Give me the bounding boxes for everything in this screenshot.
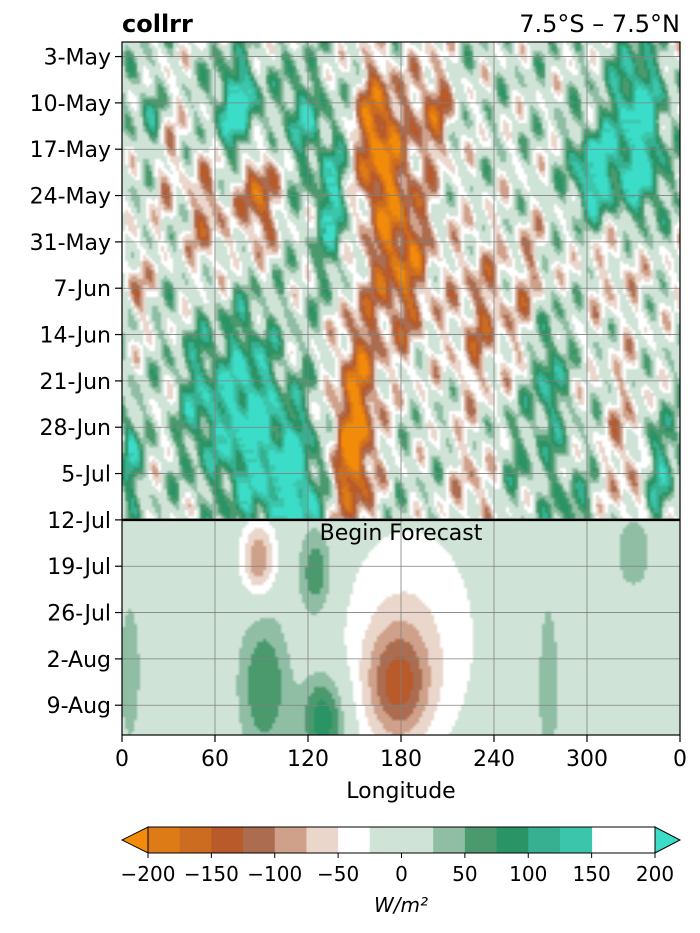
colorbar-tick-label: −200: [121, 862, 176, 886]
colorbar-extend-low: [120, 826, 149, 854]
y-tick-label: 14-Jun: [39, 324, 111, 349]
title-left: collrr: [122, 10, 193, 38]
y-tick-label: 5-Jul: [61, 463, 111, 488]
colorbar-label: W/m²: [374, 893, 428, 917]
colorbar-tick-label: 100: [509, 862, 547, 886]
y-axis: 3-May 10-May 17-May 24-May 31-May 7-Jun 14-Jun…: [30, 46, 122, 719]
y-tick-label: 19-Jul: [47, 555, 111, 580]
y-tick-label: 10-May: [30, 92, 111, 117]
colorbar-segment: [559, 827, 593, 853]
x-tick-label: 300: [566, 747, 608, 772]
colorbar-tick-label: 50: [452, 862, 477, 886]
colorbar-extend-high: [654, 826, 682, 854]
colorbar-segment: [496, 827, 529, 853]
y-tick-label: 21-Jun: [39, 370, 111, 395]
colorbar-ticks: −200 −150 −100 −50 0 50 100 150 200: [121, 853, 674, 886]
y-tick-label: 24-May: [30, 185, 111, 210]
x-tick-label: 180: [380, 747, 422, 772]
y-tick-label: 7-Jun: [53, 277, 111, 302]
colorbar-segment: [306, 827, 339, 853]
x-tick-label: 60: [201, 747, 229, 772]
x-tick-label: 240: [473, 747, 515, 772]
y-tick-label: 28-Jun: [39, 416, 111, 441]
x-tick-label: 0: [115, 747, 129, 772]
y-tick-label: 26-Jul: [47, 602, 111, 627]
colorbar: [120, 826, 682, 854]
colorbar-tick-label: 150: [573, 862, 611, 886]
colorbar-tick-label: 200: [636, 862, 674, 886]
colorbar-segment: [243, 827, 276, 853]
forecast-label: Begin Forecast: [320, 521, 483, 546]
colorbar-tick-label: 0: [395, 862, 408, 886]
colorbar-segment: [179, 827, 212, 853]
y-tick-label: 17-May: [30, 138, 111, 163]
colorbar-segment: [369, 827, 434, 853]
colorbar-segment: [338, 827, 371, 853]
x-axis: 0 60 120 180 240 300 0: [115, 735, 687, 772]
colorbar-tick-label: −50: [317, 862, 359, 886]
colorbar-tick-label: −150: [184, 862, 239, 886]
y-tick-label: 2-Aug: [47, 648, 111, 673]
colorbar-segment: [464, 827, 498, 853]
colorbar-segment: [274, 827, 307, 853]
colorbar-tick-label: −100: [247, 862, 302, 886]
x-tick-label: 120: [287, 747, 329, 772]
y-tick-label: 12-Jul: [47, 509, 111, 534]
colorbar-segment: [211, 827, 244, 853]
y-tick-label: 31-May: [30, 231, 111, 256]
y-tick-label: 9-Aug: [47, 694, 111, 719]
x-tick-label: 0: [673, 747, 687, 772]
plot-area: Begin Forecast: [121, 41, 681, 736]
colorbar-segment: [148, 827, 181, 853]
x-axis-label: Longitude: [346, 779, 455, 804]
title-right: 7.5°S – 7.5°N: [519, 10, 680, 38]
colorbar-segment: [528, 827, 561, 853]
y-tick-label: 3-May: [44, 46, 111, 71]
colorbar-segment: [433, 827, 466, 853]
